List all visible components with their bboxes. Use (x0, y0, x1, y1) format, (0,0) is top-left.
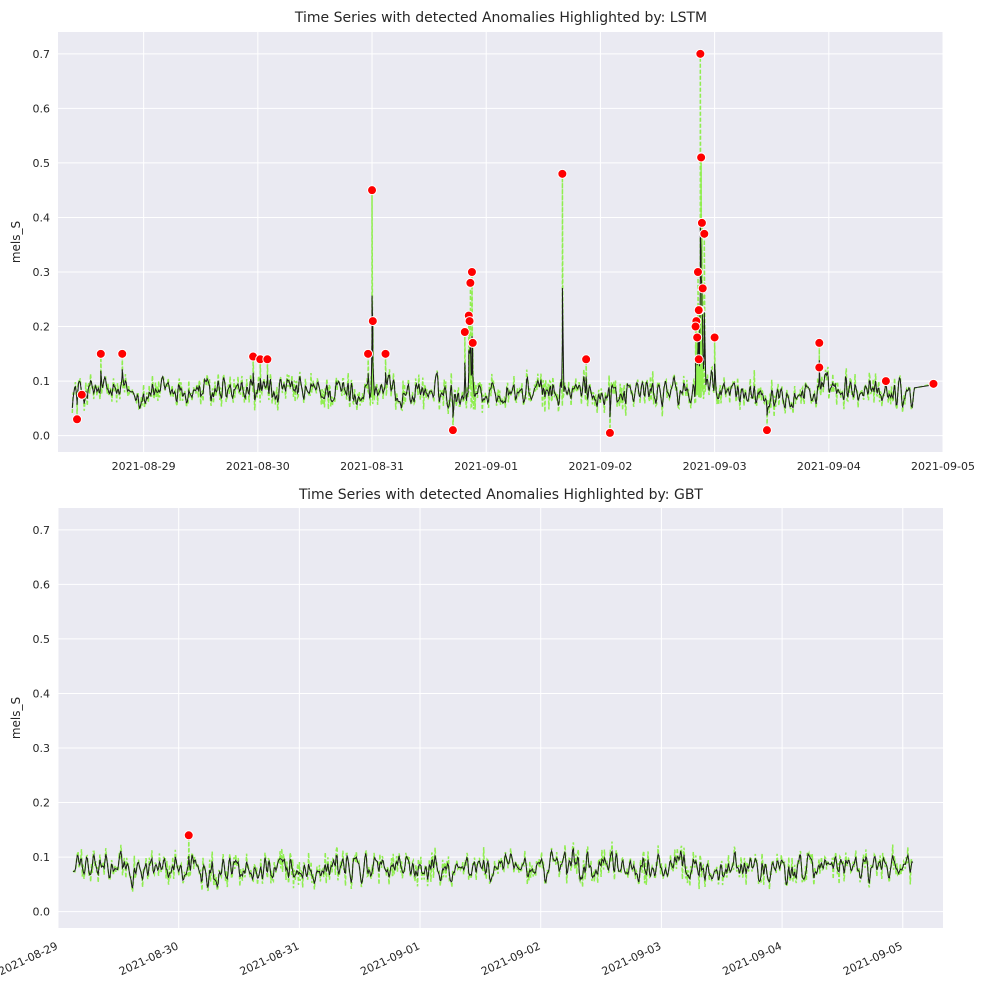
anomaly-point (447, 425, 458, 436)
anomaly-points (183, 830, 194, 841)
y-tick-label: 0.2 (33, 797, 51, 810)
x-tick-label: 2021-09-02 (479, 939, 542, 978)
x-tick-label: 2021-08-30 (117, 939, 180, 978)
x-tick-label: 2021-08-29 (0, 939, 60, 978)
anomaly-point (692, 267, 703, 277)
anomaly-point (692, 332, 703, 343)
y-tick-label: 0.3 (33, 742, 51, 755)
y-axis-label: mels_S (9, 221, 23, 263)
y-axis-label: mels_S (9, 697, 23, 739)
anomaly-point (880, 376, 891, 387)
chart-lstm: Time Series with detected Anomalies High… (9, 10, 975, 473)
x-tick-label: 2021-08-31 (340, 460, 404, 473)
x-tick-labels: 2021-08-29 2021-08-30 2021-08-31 2021-09-01… (112, 460, 975, 473)
anomaly-point (690, 321, 701, 332)
anomaly-point (761, 425, 772, 436)
y-tick-label: 0.5 (33, 633, 51, 646)
anomaly-point (72, 414, 83, 425)
x-tick-label: 2021-09-04 (720, 939, 783, 978)
anomaly-point (928, 378, 939, 389)
x-tick-label: 2021-08-29 (112, 460, 176, 473)
x-tick-label: 2021-09-04 (797, 460, 861, 473)
chart-gbt: Time Series with detected Anomalies High… (0, 487, 943, 978)
y-tick-label: 0.5 (33, 157, 51, 170)
y-tick-label: 0.7 (33, 48, 51, 61)
y-tick-label: 0.2 (33, 321, 51, 334)
x-tick-label: 2021-08-31 (238, 939, 301, 978)
y-tick-label: 0.3 (33, 266, 51, 279)
anomaly-point (367, 185, 378, 196)
y-tick-label: 0.4 (33, 211, 51, 224)
anomaly-point (76, 389, 87, 400)
chart-title: Time Series with detected Anomalies High… (294, 10, 707, 26)
x-tick-labels: 2021-08-29 2021-08-30 2021-08-31 2021-09-01… (0, 939, 905, 978)
y-tick-label: 0.1 (33, 851, 51, 864)
anomaly-point (695, 48, 706, 59)
y-tick-label: 0.0 (33, 430, 51, 443)
anomaly-point (95, 348, 106, 359)
anomaly-point (699, 228, 710, 239)
anomaly-point (262, 354, 273, 365)
anomaly-point (459, 327, 470, 337)
anomaly-point (380, 348, 391, 359)
anomaly-point (693, 354, 704, 365)
y-tick-label: 0.0 (33, 906, 51, 919)
grid-lines (57, 508, 943, 928)
series-fitted (71, 225, 934, 418)
x-tick-label: 2021-09-01 (454, 460, 518, 473)
anomaly-point (814, 337, 825, 348)
anomaly-point (367, 316, 378, 327)
anomaly-point (183, 830, 194, 841)
series-fitted (72, 847, 914, 889)
y-tick-labels: 0.0 0.1 0.2 0.3 0.4 0.5 0.6 0.7 (33, 48, 51, 443)
y-tick-label: 0.7 (33, 524, 51, 537)
x-tick-label: 2021-09-01 (358, 939, 421, 978)
y-tick-labels: 0.0 0.1 0.2 0.3 0.4 0.5 0.6 0.7 (33, 524, 51, 919)
chart-title: Time Series with detected Anomalies High… (298, 487, 703, 503)
x-tick-label: 2021-08-30 (226, 460, 290, 473)
anomaly-point (696, 217, 707, 228)
anomaly-point (363, 348, 374, 359)
x-tick-label: 2021-09-05 (841, 939, 904, 978)
anomaly-point (117, 348, 128, 359)
anomaly-point (709, 332, 720, 343)
y-tick-label: 0.4 (33, 687, 51, 700)
anomaly-point (464, 316, 475, 327)
anomaly-point (557, 168, 568, 179)
x-tick-label: 2021-09-05 (911, 460, 975, 473)
anomaly-point (814, 362, 825, 373)
anomaly-point (465, 277, 476, 288)
anomaly-point (466, 267, 477, 277)
anomaly-point (581, 354, 592, 365)
x-tick-label: 2021-09-02 (568, 460, 632, 473)
y-tick-label: 0.1 (33, 375, 51, 388)
anomaly-point (696, 152, 707, 163)
x-tick-label: 2021-09-03 (600, 939, 663, 978)
y-tick-label: 0.6 (33, 578, 51, 591)
anomaly-point (697, 283, 708, 294)
fitted-line (72, 847, 914, 889)
y-tick-label: 0.6 (33, 102, 51, 115)
anomaly-point (604, 427, 615, 438)
anomaly-point (467, 337, 478, 348)
x-tick-label: 2021-09-03 (683, 460, 747, 473)
anomaly-point (693, 305, 704, 316)
fitted-line (71, 225, 934, 418)
plot-area (58, 508, 943, 928)
anomaly-points (72, 48, 939, 438)
